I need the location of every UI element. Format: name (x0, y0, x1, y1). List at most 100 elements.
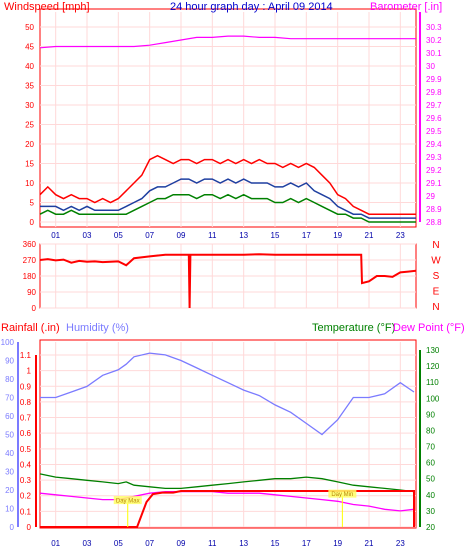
top-x-tick-label: 11 (208, 231, 217, 240)
rainfall-tick-label: 0.2 (20, 492, 32, 501)
bottom-x-tick-label: 13 (239, 539, 248, 548)
rainfall-tick-label: 0.9 (20, 382, 32, 391)
tick-labels: 01 03 05 07 09 11 13 15 17 19 21 230510152025303540… (1, 23, 442, 548)
top-x-tick-label: 09 (177, 231, 186, 240)
barometer-tick-label: 28.9 (426, 205, 442, 214)
windspeed-tick-label: 50 (25, 23, 34, 32)
top-panel-frame (39, 8, 417, 228)
bottom-x-tick-label: 21 (365, 539, 374, 548)
rainfall-tick-label: 0.8 (20, 398, 32, 407)
bottom-x-tick-label: 15 (271, 539, 280, 548)
chart-title: 24 hour graph day : April 09 2014 (170, 1, 333, 13)
barometer-tick-label: 29.5 (426, 127, 442, 136)
top-x-tick-label: 17 (302, 231, 311, 240)
barometer-tick-label: 29.2 (426, 166, 442, 175)
bottom-panel-frame (39, 339, 417, 529)
top-series-line-0 (39, 154, 416, 215)
windspeed-tick-label: 20 (25, 140, 34, 149)
top-x-tick-label: 03 (83, 231, 92, 240)
direction-tick-label: 90 (27, 288, 36, 297)
annotation-label: Day Max (116, 499, 140, 505)
temperature-tick-label: 130 (426, 346, 440, 355)
temperature-tick-label: 30 (426, 507, 435, 516)
bottom-x-tick-label: 05 (114, 539, 123, 548)
bottom-x-tick-label: 07 (145, 539, 154, 548)
humidity-tick-label: 50 (5, 431, 14, 440)
barometer-tick-label: 29 (426, 192, 435, 201)
bottom-x-tick-label: 11 (208, 539, 217, 548)
annotations: Day Max Day Min (113, 489, 357, 527)
rainfall-tick-label: 0.1 (20, 507, 32, 516)
humidity-tick-label: 100 (1, 338, 15, 347)
humidity-axis-label: Humidity (%) (66, 322, 129, 334)
top-x-tick-label: 21 (365, 231, 374, 240)
humidity-tick-label: 90 (5, 357, 14, 366)
direction-tick-label: 0 (32, 304, 37, 313)
windspeed-tick-label: 15 (25, 160, 34, 169)
top-x-tick-label: 13 (239, 231, 248, 240)
rainfall-tick-label: 0.3 (20, 476, 32, 485)
top-x-tick-label: 05 (114, 231, 123, 240)
rainfall-tick-label: 0.5 (20, 445, 32, 454)
temperature-tick-label: 120 (426, 362, 440, 371)
barometer-tick-label: 30.1 (426, 49, 442, 58)
series-lines (39, 35, 417, 528)
bottom-x-tick-label: 17 (302, 539, 311, 548)
temperature-tick-label: 60 (426, 459, 435, 468)
bottom-series-line-1 (39, 473, 415, 493)
dewpoint-axis-label: Dew Point (°F) (393, 322, 465, 334)
top-x-tick-label: 19 (333, 231, 342, 240)
top-series-line-2 (39, 193, 416, 223)
compass-label: E (433, 287, 440, 298)
windspeed-tick-label: 30 (25, 101, 34, 110)
top-x-tick-label: 23 (396, 231, 405, 240)
temperature-axis-label: Temperature (°F) (312, 322, 395, 334)
windspeed-tick-label: 0 (30, 218, 35, 227)
humidity-tick-label: 40 (5, 449, 14, 458)
bottom-series-line-0 (40, 352, 415, 436)
humidity-tick-label: 30 (5, 468, 14, 477)
barometer-tick-label: 30.3 (426, 23, 442, 32)
windspeed-tick-label: 10 (25, 179, 34, 188)
direction-tick-label: 180 (23, 272, 37, 281)
rainfall-tick-label: 0.6 (20, 429, 32, 438)
barometer-tick-label: 30.2 (426, 36, 442, 45)
top-series-line-3 (39, 35, 416, 49)
windspeed-tick-label: 5 (30, 199, 35, 208)
bottom-x-tick-label: 01 (51, 539, 60, 548)
temperature-tick-label: 70 (426, 443, 435, 452)
barometer-tick-label: 28.8 (426, 218, 442, 227)
temperature-tick-label: 100 (426, 394, 440, 403)
barometer-tick-label: 29.8 (426, 88, 442, 97)
direction-tick-label: 270 (23, 256, 37, 265)
bottom-x-tick-label: 23 (396, 539, 405, 548)
compass-label: N (432, 240, 439, 251)
axes (17, 12, 421, 527)
humidity-tick-label: 20 (5, 486, 14, 495)
temperature-tick-label: 50 (426, 475, 435, 484)
rainfall-axis-label: Rainfall (.in) (1, 322, 60, 334)
barometer-axis-label: Barometer [.in] (370, 1, 442, 13)
humidity-tick-label: 70 (5, 394, 14, 403)
windspeed-tick-label: 25 (25, 121, 34, 130)
annotation-box (113, 496, 142, 505)
humidity-tick-label: 0 (10, 523, 15, 532)
temperature-tick-label: 90 (426, 410, 435, 419)
rainfall-tick-label: 1.1 (20, 351, 32, 360)
windspeed-tick-label: 40 (25, 62, 34, 71)
windspeed-tick-label: 45 (25, 43, 34, 52)
bottom-series-line-3 (40, 490, 415, 528)
humidity-tick-label: 60 (5, 412, 14, 421)
rainfall-tick-label: 0.7 (20, 414, 32, 423)
bottom-x-tick-label: 09 (177, 539, 186, 548)
barometer-tick-label: 29.1 (426, 179, 442, 188)
barometer-tick-label: 29.7 (426, 101, 442, 110)
temperature-tick-label: 40 (426, 491, 435, 500)
direction-series-line (39, 253, 417, 309)
temperature-tick-label: 110 (426, 378, 439, 387)
temperature-tick-label: 20 (426, 523, 435, 532)
temperature-tick-label: 80 (426, 426, 435, 435)
top-x-tick-label: 15 (271, 231, 280, 240)
bottom-x-tick-label: 03 (83, 539, 92, 548)
